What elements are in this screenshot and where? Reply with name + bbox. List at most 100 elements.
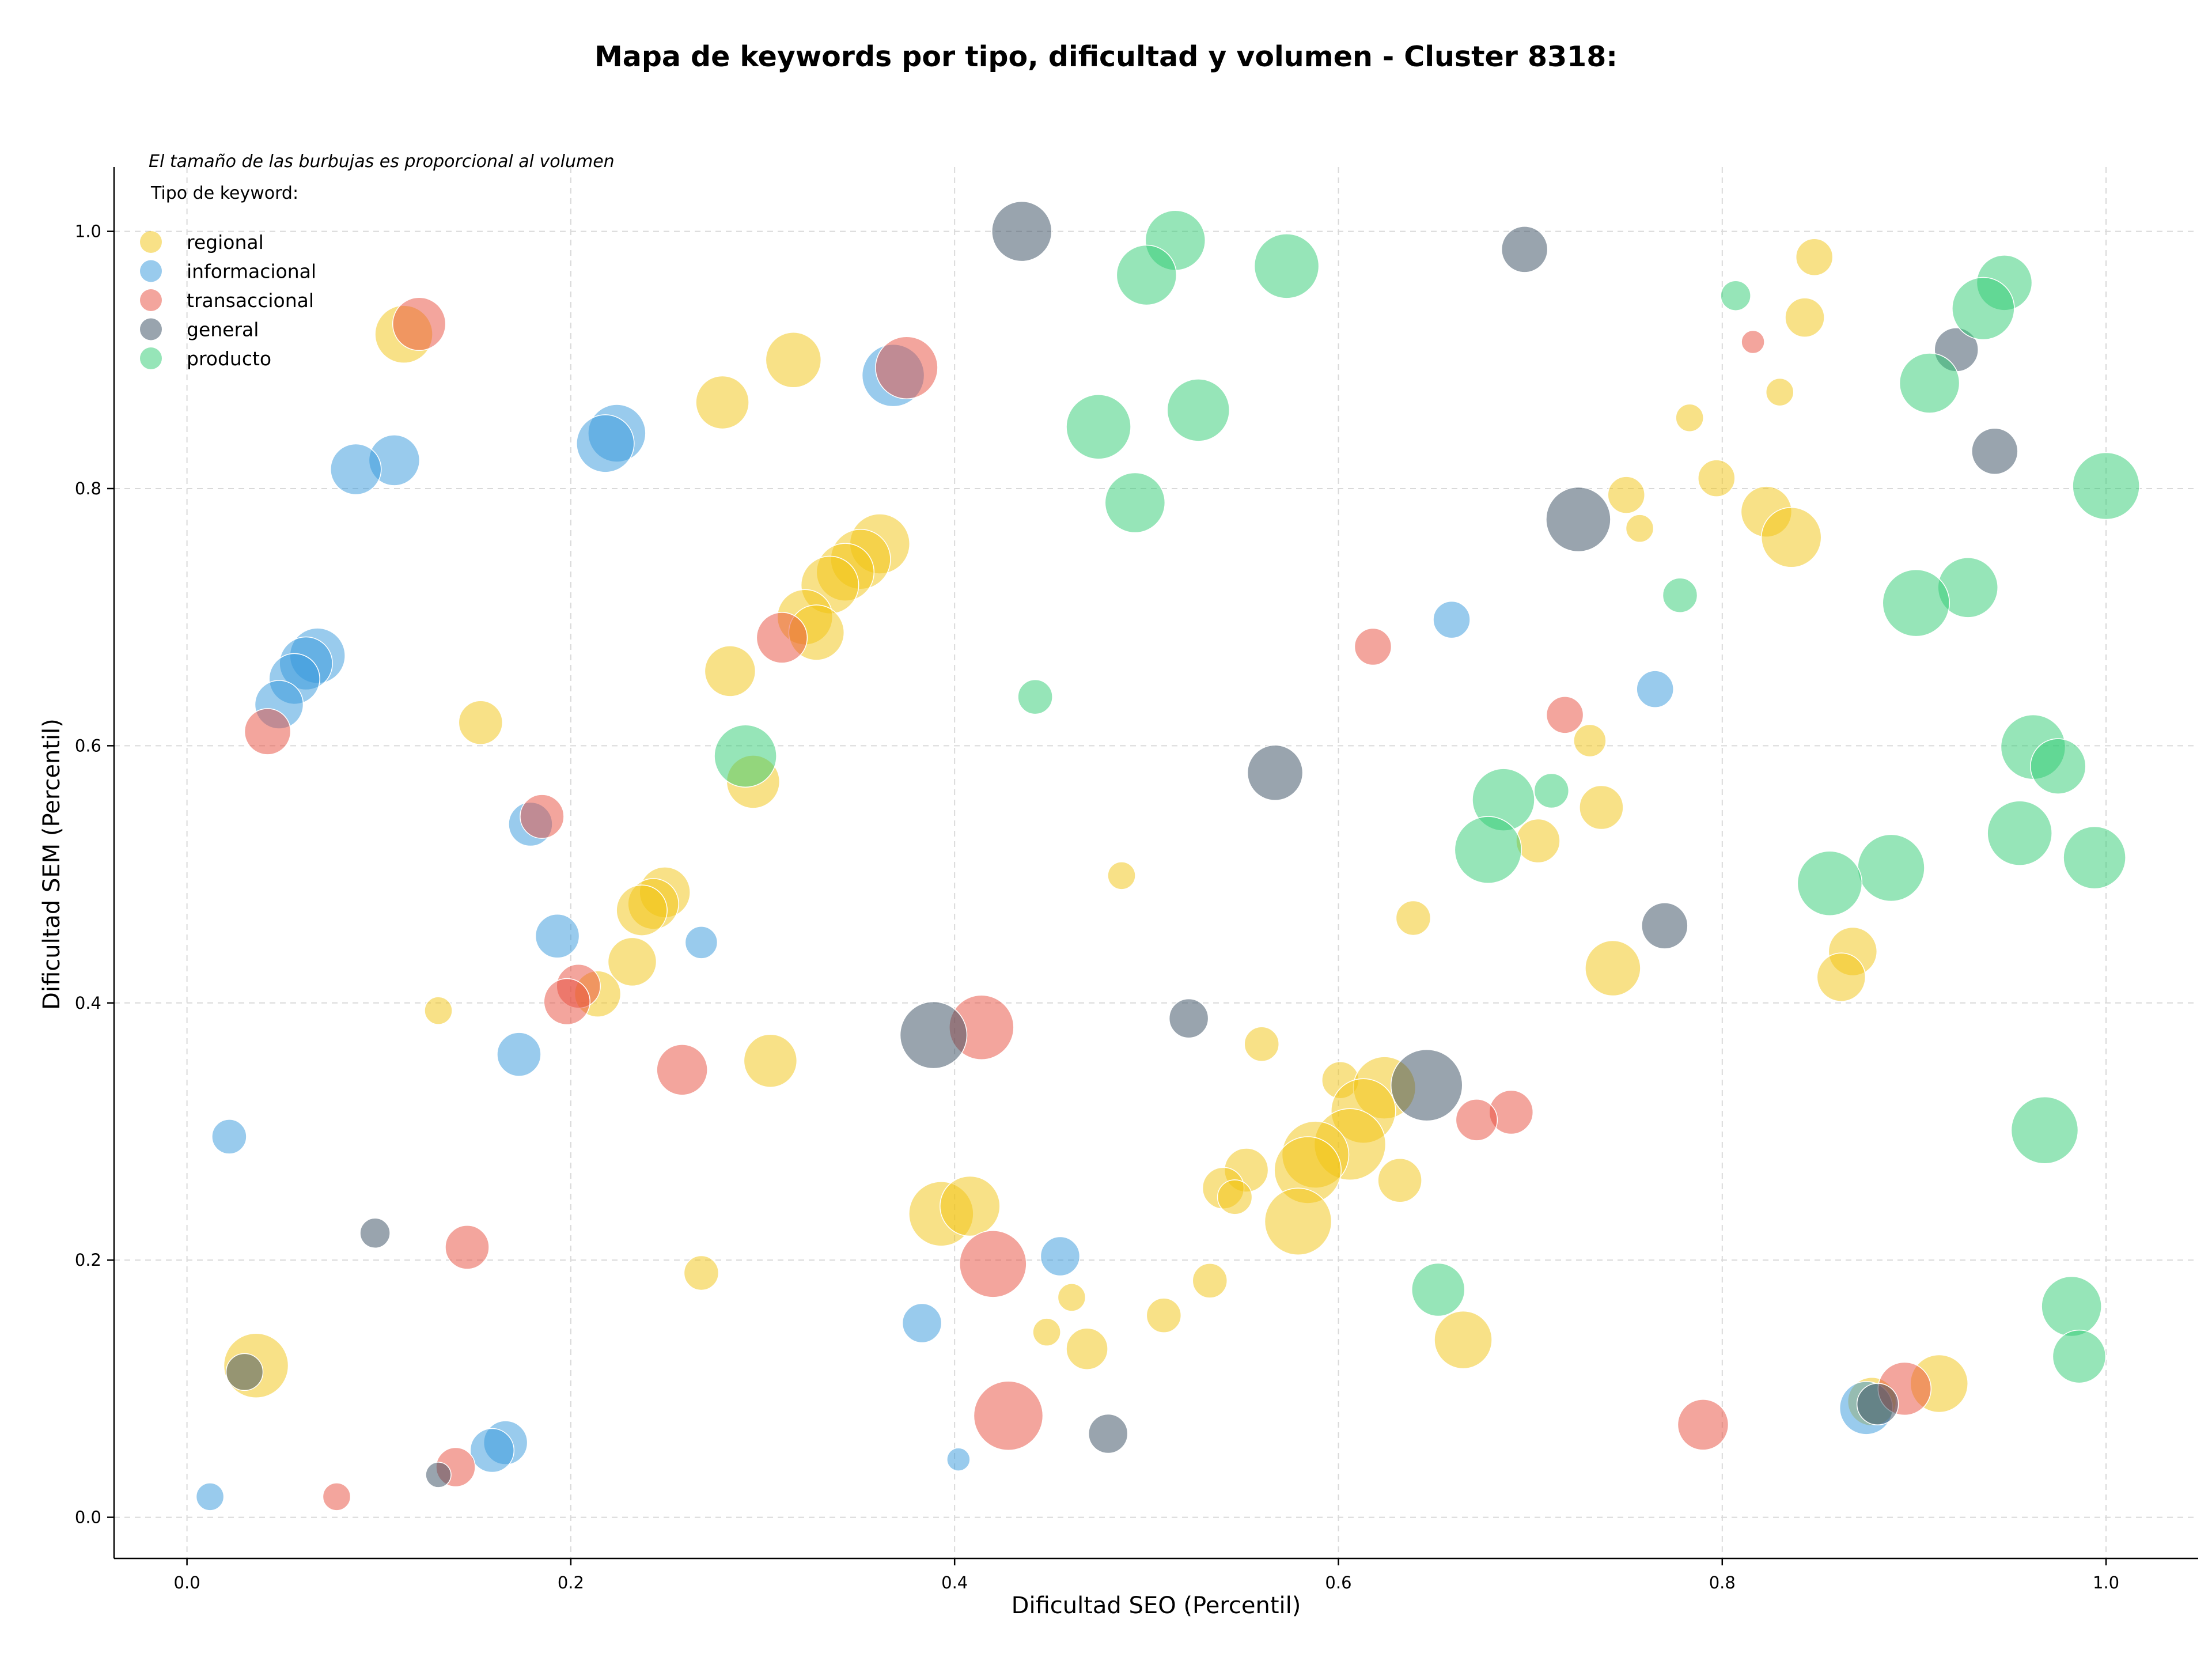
bubble-regional xyxy=(704,645,756,697)
legend-label-general: general xyxy=(187,319,259,341)
bubble-transaccional xyxy=(445,1225,490,1270)
bubble-transaccional xyxy=(756,612,808,664)
bubble-producto xyxy=(1166,379,1230,442)
y-tick-label: 0.2 xyxy=(75,1250,101,1270)
bubble-general xyxy=(1971,427,2018,475)
bubble-producto xyxy=(1253,233,1320,299)
bubble-transaccional xyxy=(973,1380,1044,1451)
bubble-transaccional xyxy=(1354,627,1392,666)
x-tick-label: 0.4 xyxy=(941,1573,968,1592)
bubble-producto xyxy=(1533,773,1570,809)
series-regional xyxy=(223,238,1968,1427)
bubble-producto xyxy=(1952,277,2015,340)
bubble-producto xyxy=(1857,834,1925,902)
bubble-regional xyxy=(1264,1187,1332,1255)
bubble-transaccional xyxy=(520,794,565,839)
bubble-producto xyxy=(1662,577,1698,613)
legend-marker-transaccional xyxy=(140,289,162,311)
x-tick-label: 0.2 xyxy=(558,1573,584,1592)
bubble-regional xyxy=(424,996,453,1025)
bubble-general xyxy=(1546,486,1611,553)
bubble-regional xyxy=(607,937,657,987)
bubble-regional xyxy=(1675,403,1704,432)
legend-marker-producto xyxy=(140,347,162,369)
legend-label-producto: producto xyxy=(187,347,271,370)
bubble-general xyxy=(225,1353,264,1391)
bubble-transaccional xyxy=(543,978,590,1026)
legend-marker-general xyxy=(140,318,162,340)
bubble-transaccional xyxy=(875,336,938,399)
bubble-regional xyxy=(1192,1263,1228,1299)
bubble-producto xyxy=(2010,1096,2079,1164)
x-tick-label: 0.6 xyxy=(1325,1573,1351,1592)
bubble-general xyxy=(899,1001,968,1069)
chart-title: Mapa de keywords por tipo, dificultad y … xyxy=(594,40,1618,73)
bubble-regional xyxy=(1760,507,1822,568)
bubble-informacional xyxy=(330,443,382,495)
bubble-informacional xyxy=(902,1303,942,1344)
bubble-producto xyxy=(1797,850,1863,916)
bubble-producto xyxy=(1882,569,1950,637)
bubble-general xyxy=(1247,744,1304,801)
bubble-transaccional xyxy=(244,708,291,755)
bubble-regional xyxy=(765,332,822,388)
bubble-producto xyxy=(1116,244,1177,306)
bubble-regional xyxy=(1585,940,1641,997)
bubble-informacional xyxy=(497,1032,541,1077)
bubble-general xyxy=(1501,226,1548,273)
series-transaccional xyxy=(244,297,1932,1511)
x-axis-label: Dificultad SEO (Percentil) xyxy=(1012,1592,1301,1619)
bubble-informacional xyxy=(576,414,635,473)
bubble-regional xyxy=(940,1175,1001,1237)
bubble-regional xyxy=(1573,724,1607,758)
bubble-general xyxy=(359,1217,391,1249)
x-ticks: 0.0 0.2 0.4 0.6 0.8 1.0 xyxy=(174,1558,2119,1592)
bubble-producto xyxy=(2072,452,2140,520)
bubble-informacional xyxy=(1433,600,1471,639)
bubble-general xyxy=(991,200,1052,262)
bubble-informacional xyxy=(684,926,718,959)
bubble-informacional xyxy=(469,1428,515,1473)
y-tick-label: 0.0 xyxy=(75,1508,101,1527)
bubble-general xyxy=(1168,998,1209,1039)
series-general xyxy=(225,200,2018,1488)
bubble-transaccional xyxy=(1546,696,1584,734)
bubble-regional xyxy=(1107,861,1136,890)
bubble-regional xyxy=(743,1034,798,1088)
bubble-regional xyxy=(1377,1158,1422,1203)
legend-label-informacional: informacional xyxy=(187,260,316,283)
bubble-transaccional xyxy=(1455,1099,1498,1141)
bubble-producto xyxy=(1104,472,1166,534)
bubble-regional xyxy=(1816,952,1866,1002)
bubble-regional xyxy=(1579,785,1624,830)
y-tick-label: 0.8 xyxy=(75,479,101,498)
bubble-producto xyxy=(714,724,777,788)
y-ticks: 0.0 0.2 0.4 0.6 0.8 1.0 xyxy=(75,222,114,1527)
bubble-producto xyxy=(2063,826,2126,890)
bubble-informacional xyxy=(535,913,580,959)
bubble-producto xyxy=(1720,280,1751,311)
bubble-regional xyxy=(1516,818,1560,864)
x-tick-label: 0.0 xyxy=(174,1573,200,1592)
legend-marker-informacional xyxy=(140,260,162,282)
bubble-regional xyxy=(1785,297,1825,338)
bubble-producto xyxy=(1454,816,1522,884)
bubble-regional xyxy=(458,700,503,745)
bubble-transaccional xyxy=(1741,330,1765,354)
series-producto xyxy=(714,210,2140,1384)
bubble-producto xyxy=(1017,679,1053,715)
y-tick-label: 0.4 xyxy=(75,993,101,1013)
y-tick-label: 0.6 xyxy=(75,736,101,755)
legend-label-transaccional: transaccional xyxy=(187,289,314,312)
legend-marker-regional xyxy=(140,231,162,253)
bubble-regional xyxy=(695,375,749,430)
bubble-transaccional xyxy=(322,1482,351,1511)
bubble-regional xyxy=(1057,1283,1086,1312)
legend: regional informacional transaccional genera… xyxy=(140,231,316,370)
bubble-producto xyxy=(1899,353,1960,414)
bubble-transaccional xyxy=(656,1044,708,1096)
bubble-producto xyxy=(1987,800,2052,866)
bubble-regional xyxy=(1217,1179,1253,1215)
bubble-producto xyxy=(2052,1329,2107,1384)
